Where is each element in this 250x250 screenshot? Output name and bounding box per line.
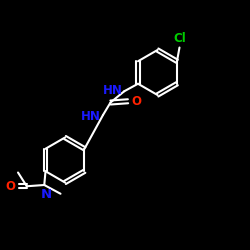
Text: HN: HN [102, 84, 122, 96]
Text: N: N [41, 188, 52, 201]
Text: O: O [132, 95, 142, 108]
Text: O: O [6, 180, 16, 193]
Text: HN: HN [81, 110, 100, 123]
Text: Cl: Cl [174, 32, 186, 46]
